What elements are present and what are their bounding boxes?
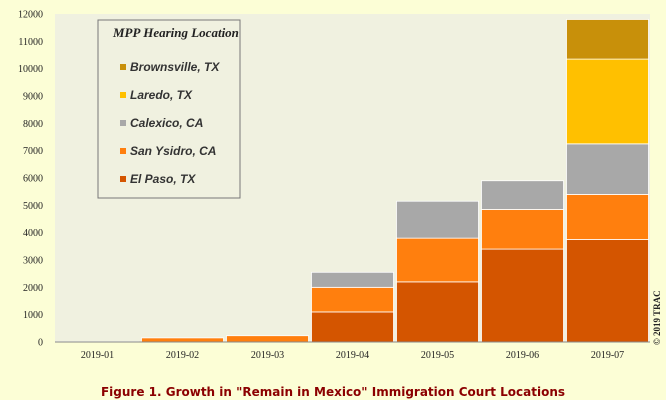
y-tick-label: 3000	[23, 256, 43, 267]
legend-title: MPP Hearing Location	[112, 25, 239, 40]
legend-swatch	[120, 64, 126, 70]
x-tick-label: 2019-03	[251, 350, 284, 361]
y-tick-label: 0	[38, 338, 43, 349]
y-tick-label: 4000	[23, 228, 43, 239]
bar-segment	[566, 143, 649, 195]
bar-segment	[396, 237, 479, 283]
y-tick-label: 12000	[18, 10, 43, 21]
bar-segment	[481, 180, 564, 210]
y-tick-label: 10000	[18, 64, 43, 75]
bar-segment	[566, 19, 649, 60]
y-tick-label: 8000	[23, 119, 43, 130]
y-tick-label: 9000	[23, 92, 43, 103]
legend-label: Calexico, CA	[130, 116, 203, 130]
y-axis: 0 1000 2000 3000 4000 5000 6000 7000 8000 9000 100…	[18, 10, 43, 349]
legend-label: Brownsville, TX	[130, 60, 220, 74]
bar-segment	[141, 337, 224, 343]
legend-swatch	[120, 120, 126, 126]
y-tick-label: 1000	[23, 310, 43, 321]
legend-items: Brownsville, TX Laredo, TX Calexico, CA San…	[120, 60, 220, 186]
bar-segment	[226, 335, 309, 343]
legend-label: Laredo, TX	[130, 88, 193, 102]
bar-segment	[396, 200, 479, 239]
x-tick-label: 2019-01	[81, 350, 114, 361]
x-tick-label: 2019-04	[336, 350, 369, 361]
bar-segment	[311, 271, 394, 288]
legend-label: San Ysidro, CA	[130, 144, 216, 158]
bar-segment	[566, 58, 649, 145]
legend: MPP Hearing Location Brownsville, TX Lare…	[97, 19, 241, 199]
x-tick-label: 2019-06	[506, 350, 539, 361]
legend-swatch	[120, 148, 126, 154]
copyright-credit: © 2019 TRAC	[652, 290, 662, 345]
bar-segment	[481, 209, 564, 250]
bar-segment	[311, 311, 394, 343]
y-tick-label: 2000	[23, 283, 43, 294]
bar-segment	[481, 248, 564, 343]
bar-segment	[566, 239, 649, 343]
y-tick-label: 11000	[18, 37, 43, 48]
legend-label: El Paso, TX	[130, 172, 196, 186]
y-tick-label: 6000	[23, 174, 43, 185]
legend-swatch	[120, 176, 126, 182]
legend-box	[97, 19, 241, 199]
bars-group	[56, 19, 649, 343]
y-tick-label: 7000	[23, 146, 43, 157]
x-axis: 2019-01 2019-02 2019-03 2019-04 2019-05 2019-…	[81, 350, 624, 361]
figure-caption: Figure 1. Growth in "Remain in Mexico" I…	[100, 385, 566, 399]
bar-segment	[566, 193, 649, 240]
bar-segment	[396, 281, 479, 343]
bar-segment	[311, 286, 394, 313]
x-tick-label: 2019-05	[421, 350, 454, 361]
legend-swatch	[120, 92, 126, 98]
x-tick-label: 2019-02	[166, 350, 199, 361]
x-tick-label: 2019-07	[591, 350, 624, 361]
y-tick-label: 5000	[23, 201, 43, 212]
